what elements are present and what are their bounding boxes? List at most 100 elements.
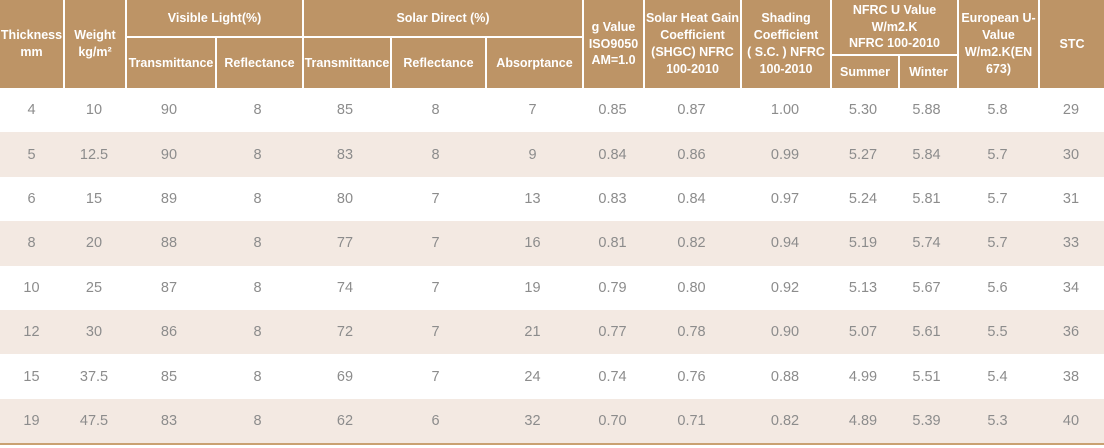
table-cell: 89 [160,190,178,207]
table-cell: 5.7 [987,235,1008,252]
table-cell: 5.81 [912,190,941,207]
table-cell: 6 [431,412,440,429]
table-cell: 8 [27,235,36,252]
table-cell: 0.77 [598,324,627,341]
table-cell: 0.82 [770,412,800,429]
table-cell: 31 [1062,190,1080,207]
table-cell: 30 [1062,146,1080,163]
table-cell: 15 [23,368,40,385]
table-row: 12 30 86 8 72 7 21 0.77 0.78 0.90 5.07 5.61 5.5 36 [0,309,1104,355]
table-cell: 16 [524,235,541,252]
table-cell: 4 [27,102,36,119]
table-cell: 0.82 [677,235,706,252]
table-cell: 5.88 [912,102,941,119]
table-cell: 5.7 [987,190,1008,207]
table-cell: 77 [336,235,354,252]
table-cell: 74 [336,279,354,296]
table-cell: 0.86 [677,146,706,163]
header-cell-nfrc-u-value: NFRC U Value W/m2.K NFRC 100-2010 [832,0,957,56]
table-cell: 62 [336,412,354,429]
table-cell: 0.80 [677,279,706,296]
table-cell: 5.51 [912,368,941,385]
table-cell: 0.84 [677,190,706,207]
table-cell: 5.39 [912,412,941,429]
table-cell: 0.97 [770,190,800,207]
table-cell: 20 [85,235,103,252]
table-cell: 0.81 [598,235,627,252]
table-cell: 0.76 [677,368,706,385]
table-cell: 0.79 [598,279,627,296]
table-row: 6 15 89 8 80 7 13 0.83 0.84 0.97 5.24 5.81 5.7 31 [0,176,1104,222]
table-cell: 85 [336,102,354,119]
table-row: 4 10 90 8 85 8 7 0.85 0.87 1.00 5.30 5.88 5.8 29 [0,88,1104,133]
table-cell: 72 [336,324,354,341]
table-cell: 29 [1062,102,1080,119]
header-cell-stc: STC [1038,0,1104,88]
table-cell: 0.85 [598,102,627,119]
table-cell: 8 [253,324,262,341]
table-cell: 5.30 [848,102,878,119]
table-cell: 47.5 [79,412,109,429]
table-cell: 0.92 [770,279,800,296]
header-group-nfrc-u-value: NFRC U Value W/m2.K NFRC 100-2010 Summer… [830,0,957,88]
header-subrow-nfrc: Summer Winter [832,56,957,88]
table-cell: 87 [160,279,178,296]
table-cell: 8 [253,279,262,296]
table-cell: 21 [524,324,541,341]
table-row: 5 12.5 90 8 83 8 9 0.84 0.86 0.99 5.27 5.84 5.7 30 [0,132,1104,177]
table-cell: 15 [85,190,103,207]
table-cell: 0.74 [598,368,627,385]
table-cell: 0.94 [770,235,800,252]
table-cell: 12 [23,324,40,341]
table-cell: 5.67 [912,279,941,296]
table-cell: 7 [431,324,440,341]
table-cell: 8 [253,190,262,207]
table-cell: 7 [431,279,440,296]
table-cell: 0.71 [677,412,706,429]
table-bottom-border [0,443,1104,446]
table-cell: 0.90 [770,324,800,341]
table-cell: 0.83 [598,190,627,207]
header-cell-sd-absorptance: Absorptance [485,38,582,88]
table-header: Thickness mm Weight kg/m² Visible Light(… [0,0,1104,88]
table-cell: 5.6 [987,279,1008,296]
table-cell: 5.3 [987,412,1008,429]
table-row: 8 20 88 8 77 7 16 0.81 0.82 0.94 5.19 5.74 5.7 33 [0,221,1104,266]
table-cell: 6 [27,190,36,207]
table-cell: 8 [253,412,262,429]
table-cell: 83 [160,412,178,429]
table-cell: 1.00 [770,102,800,119]
table-cell: 69 [336,368,354,385]
table-cell: 5.61 [912,324,941,341]
table-cell: 37.5 [79,368,109,385]
table-cell: 19 [524,279,541,296]
table-cell: 5.27 [848,146,878,163]
table-cell: 0.70 [598,412,627,429]
table-cell: 4.99 [848,368,878,385]
table-cell: 12.5 [79,146,109,163]
table-cell: 86 [160,324,178,341]
table-cell: 0.99 [770,146,800,163]
table-cell: 5 [27,146,36,163]
table-cell: 13 [524,190,541,207]
table-cell: 7 [431,368,440,385]
table-row: 19 47.5 83 8 62 6 32 0.70 0.71 0.82 4.89 5.39 5.3 40 [0,398,1104,444]
header-cell-winter: Winter [898,56,957,88]
table-cell: 8 [431,102,440,119]
table-cell: 34 [1062,279,1080,296]
table-cell: 5.84 [912,146,941,163]
table-row: 10 25 87 8 74 7 19 0.79 0.80 0.92 5.13 5.67 5.6 34 [0,265,1104,310]
table-cell: 0.84 [598,146,627,163]
header-cell-thickness: Thickness mm [0,0,63,88]
table-cell: 7 [431,190,440,207]
header-cell-european-u-value: European U- Value W/m2.K(EN 673) [957,0,1038,88]
table-cell: 8 [253,368,262,385]
header-subrow-visible-light: Transmittance Reflectance [127,38,302,88]
table-cell: 33 [1062,235,1080,252]
header-cell-shading-coefficient: Shading Coefficient ( S.C. ) NFRC 100-20… [740,0,830,88]
table-cell: 7 [528,102,537,119]
table-cell: 85 [160,368,178,385]
table-cell: 90 [160,102,178,119]
table-cell: 25 [85,279,103,296]
